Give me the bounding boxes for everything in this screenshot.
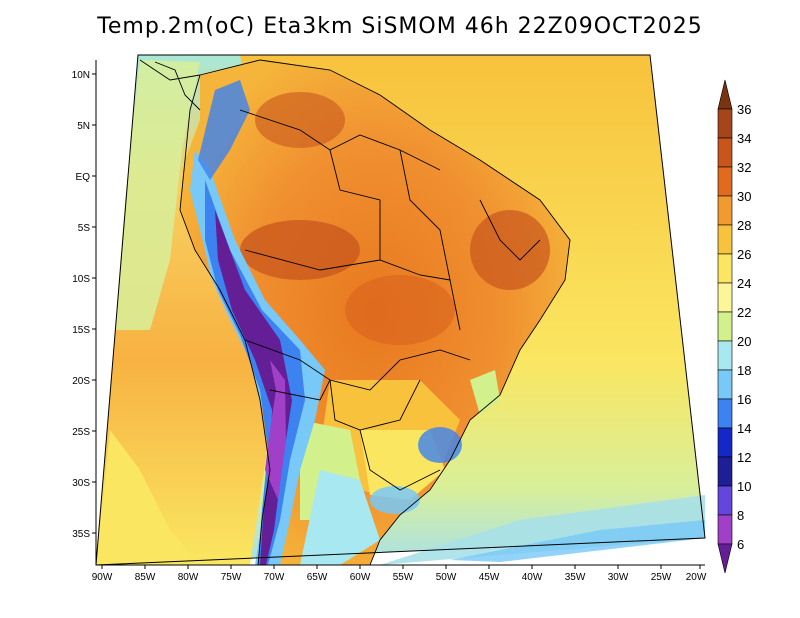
colorbar-label: 12	[737, 450, 751, 465]
map-title: Temp.2m(oC) Eta3km SiSMOM 46h 22Z09OCT20…	[97, 14, 703, 39]
colorbar	[717, 79, 733, 574]
colorbar-bottom-triangle	[717, 543, 733, 574]
colorbar-label: 26	[737, 247, 751, 262]
lon-label: 25W	[651, 572, 672, 583]
colorbar-segment	[717, 485, 733, 516]
lat-label: 15S	[72, 325, 90, 336]
colorbar-segment	[717, 369, 733, 400]
temperature-field	[96, 55, 705, 565]
colorbar-segment	[717, 427, 733, 458]
colorbar-top-triangle	[717, 79, 733, 110]
lat-label: 30S	[72, 478, 90, 489]
lat-label: 5N	[77, 121, 90, 132]
lon-label: 30W	[608, 572, 629, 583]
colorbar-segment	[717, 195, 733, 226]
lon-label: 50W	[436, 572, 457, 583]
colorbar-label: 36	[737, 102, 751, 117]
colorbar-label: 24	[737, 276, 751, 291]
colorbar-segment	[717, 166, 733, 197]
colorbar-label: 14	[737, 421, 751, 436]
colorbar-label: 8	[737, 508, 744, 523]
lon-label: 40W	[522, 572, 543, 583]
colorbar-segment	[717, 224, 733, 255]
colorbar-segment	[717, 137, 733, 168]
lon-label: 90W	[92, 572, 113, 583]
colorbar-label: 22	[737, 305, 751, 320]
colorbar-segment	[717, 514, 733, 545]
colorbar-label: 32	[737, 160, 751, 175]
colorbar-label: 10	[737, 479, 751, 494]
lon-label: 75W	[221, 572, 242, 583]
colorbar-label: 28	[737, 218, 751, 233]
colorbar-label: 18	[737, 363, 751, 378]
latitude-axis: 10N 5N EQ 5S 10S 15S 20S 25S 30S 35S	[72, 70, 96, 540]
colorbar-segment	[717, 398, 733, 429]
map-frame	[95, 54, 706, 566]
colorbar-segment	[717, 108, 733, 139]
colorbar-segment	[717, 282, 733, 313]
colorbar-label: 6	[737, 537, 744, 552]
colorbar-label: 20	[737, 334, 751, 349]
colorbar-segment	[717, 340, 733, 371]
lat-label: 10S	[72, 274, 90, 285]
colorbar-label: 30	[737, 189, 751, 204]
boundaries	[139, 59, 571, 566]
lon-label: 20W	[686, 572, 707, 583]
colorbar-segment	[717, 253, 733, 284]
colorbar-segment	[717, 311, 733, 342]
lon-label: 45W	[479, 572, 500, 583]
lon-label: 85W	[135, 572, 156, 583]
colorbar-label: 34	[737, 131, 751, 146]
lat-label: 20S	[72, 376, 90, 387]
colorbar-labels: 36 34 32 30 28 26 24 22 20 18 16 14 12 1…	[737, 102, 751, 552]
lat-label: 25S	[72, 427, 90, 438]
colorbar-segment	[717, 456, 733, 487]
lon-label: 60W	[350, 572, 371, 583]
lat-label: EQ	[76, 172, 91, 183]
lon-label: 65W	[307, 572, 328, 583]
lat-label: 5S	[78, 223, 91, 234]
colorbar-label: 16	[737, 392, 751, 407]
lon-label: 35W	[565, 572, 586, 583]
lat-label: 10N	[72, 70, 90, 81]
lon-label: 55W	[393, 572, 414, 583]
longitude-axis: 90W 85W 80W 75W 70W 65W 60W 55W 50W 45W …	[92, 565, 707, 583]
lat-label: 35S	[72, 529, 90, 540]
lon-label: 80W	[178, 572, 199, 583]
lon-label: 70W	[264, 572, 285, 583]
